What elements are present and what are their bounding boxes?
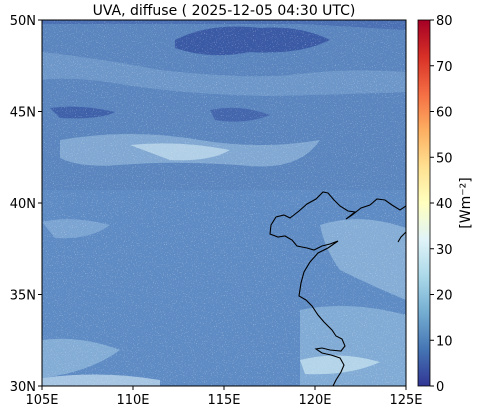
x-tick-label: 110E — [116, 393, 149, 408]
x-tick-label: 125E — [389, 393, 422, 408]
colorbar-tick-label: 0 — [436, 380, 444, 395]
colorbar-tick-label: 50 — [436, 151, 453, 166]
y-tick-label: 30N — [10, 380, 36, 395]
colorbar-tick-label: 10 — [436, 334, 453, 349]
x-tick-label: 115E — [207, 393, 240, 408]
colorbar-tick-label: 40 — [436, 197, 453, 212]
colorbar-label: [Wm⁻²] — [458, 177, 474, 228]
y-tick-label: 50N — [10, 14, 36, 29]
y-tick-label: 45N — [10, 106, 36, 121]
coastline — [269, 191, 406, 386]
uva-diffuse-field — [42, 20, 406, 386]
colorbar-tick-label: 70 — [436, 60, 453, 75]
colorbar-tick-label: 60 — [436, 106, 453, 121]
colorbar: 0 10 20 30 40 50 60 70 80 [Wm⁻²] — [417, 14, 474, 395]
colorbar-gradient — [417, 19, 431, 387]
y-axis: 30N 35N 40N 45N 50N — [10, 14, 42, 395]
map-title: UVA, diffuse ( 2025-12-05 04:30 UTC) — [93, 3, 356, 19]
y-tick-label: 40N — [10, 197, 36, 212]
x-axis: 105E 110E 115E 120E 125E — [25, 386, 423, 408]
y-tick-label: 35N — [10, 289, 36, 304]
x-tick-label: 105E — [25, 393, 58, 408]
colorbar-tick-label: 80 — [436, 14, 453, 29]
x-tick-label: 120E — [298, 393, 331, 408]
colorbar-tick-label: 30 — [436, 243, 453, 258]
colorbar-tick-label: 20 — [436, 289, 453, 304]
